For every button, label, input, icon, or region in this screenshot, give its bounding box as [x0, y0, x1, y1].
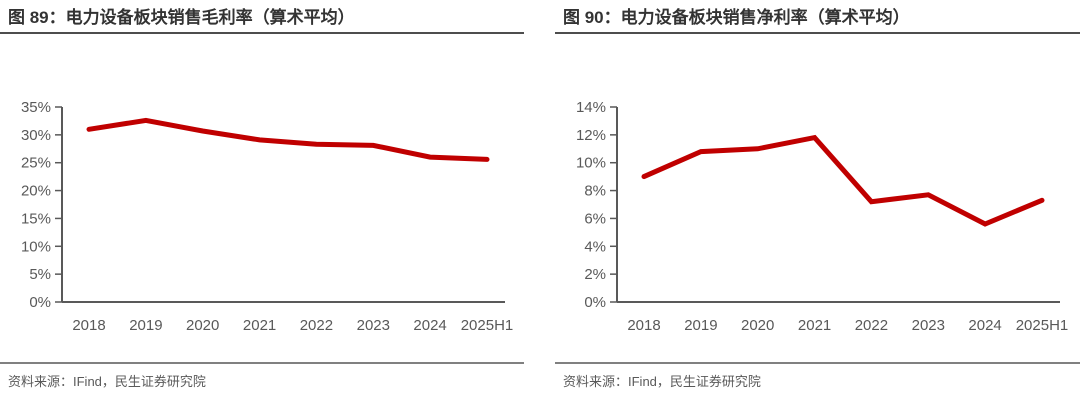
figure-90-panel: 图 90：电力设备板块销售净利率（算术平均） 0% 2% 4% 6% 8% 10% 12% 1…	[540, 0, 1080, 400]
figure-89-panel: 图 89：电力设备板块销售毛利率（算术平均） 0% 5% 10% 15% 20% 25% 3…	[0, 0, 524, 390]
y-tick-label: 15%	[21, 210, 51, 227]
y-tick-label: 8%	[584, 183, 606, 200]
net-margin-line-chart: 0% 2% 4% 6% 8% 10% 12% 14% 2018 2019 2020 2021 2022 2…	[576, 99, 1069, 334]
y-tick-label: 4%	[584, 238, 606, 255]
y-tick-label: 0%	[29, 294, 51, 311]
figure-90-chart-area: 0% 2% 4% 6% 8% 10% 12% 14% 2018 2019 2020 2021 2022 2…	[555, 34, 1080, 362]
x-tick-label: 2024	[413, 317, 446, 334]
figure-89-chart-area: 0% 5% 10% 15% 20% 25% 30% 35% 2018 2019 2020 2021 20…	[0, 34, 524, 362]
x-tick-label: 2020	[741, 317, 774, 334]
x-tick-label: 2025H1	[1016, 317, 1069, 334]
y-tick-label: 25%	[21, 155, 51, 172]
y-tick-label: 35%	[21, 99, 51, 116]
x-tick-label: 2023	[912, 317, 945, 334]
y-tick-label: 0%	[584, 294, 606, 311]
y-tick-label: 2%	[584, 266, 606, 283]
y-tick-label: 5%	[29, 266, 51, 283]
figure-90-source-note: 资料来源：IFind，民生证券研究院	[555, 362, 1080, 390]
series-line	[86, 117, 490, 162]
y-tick-label: 10%	[21, 238, 51, 255]
x-tick-label: 2018	[72, 317, 105, 334]
x-tick-label: 2019	[129, 317, 162, 334]
y-tick-label: 14%	[576, 99, 606, 116]
x-tick-label: 2022	[300, 317, 333, 334]
series-line	[641, 134, 1045, 227]
x-tick-label: 2019	[684, 317, 717, 334]
y-tick-label: 30%	[21, 127, 51, 144]
x-tick-label: 2023	[357, 317, 390, 334]
x-tick-label: 2021	[243, 317, 276, 334]
y-tick-label: 6%	[584, 210, 606, 227]
x-tick-label: 2018	[627, 317, 660, 334]
figure-89-title: 图 89：电力设备板块销售毛利率（算术平均）	[0, 0, 524, 34]
y-tick-label: 12%	[576, 127, 606, 144]
x-tick-label: 2024	[968, 317, 1001, 334]
x-tick-label: 2021	[798, 317, 831, 334]
y-tick-label: 20%	[21, 183, 51, 200]
gross-margin-line-chart: 0% 5% 10% 15% 20% 25% 30% 35% 2018 2019 2020 2021 20…	[21, 99, 514, 334]
y-tick-label: 10%	[576, 155, 606, 172]
x-tick-label: 2025H1	[461, 317, 514, 334]
x-tick-label: 2022	[855, 317, 888, 334]
figure-90-title: 图 90：电力设备板块销售净利率（算术平均）	[555, 0, 1080, 34]
x-tick-label: 2020	[186, 317, 219, 334]
figure-89-source-note: 资料来源：IFind，民生证券研究院	[0, 362, 524, 390]
